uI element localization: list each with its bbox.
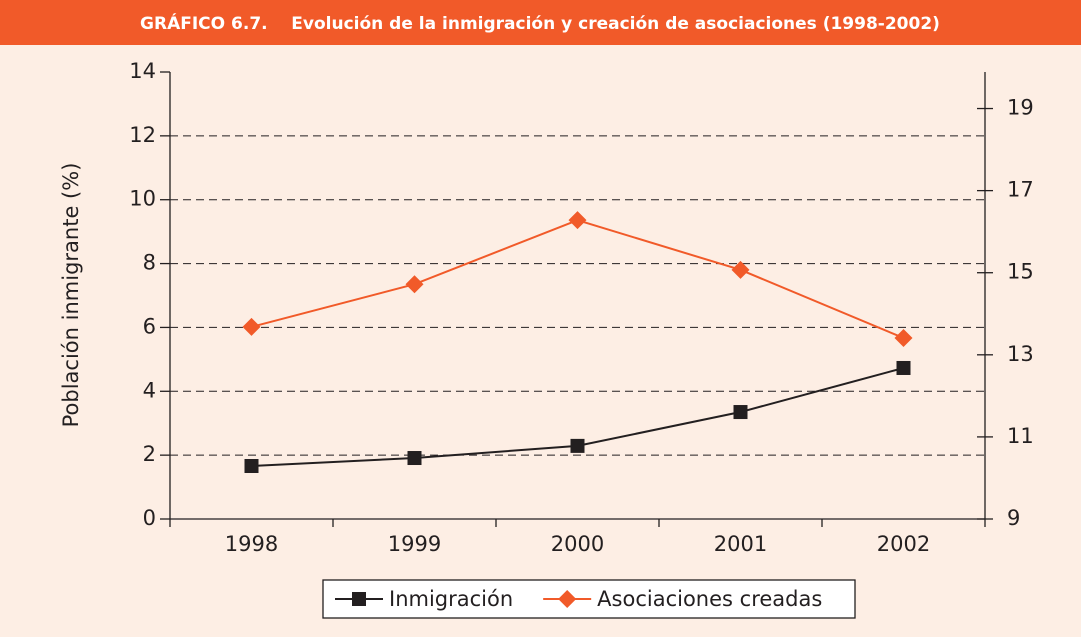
point — [242, 317, 261, 336]
point — [407, 451, 422, 466]
x-tick-label: 2001 — [714, 532, 767, 556]
y-tick-label: 10 — [129, 187, 156, 211]
y-tick-label: 12 — [129, 123, 156, 147]
y2-tick-label: 11 — [1007, 424, 1034, 448]
x-tick-label: 1999 — [388, 532, 441, 556]
point — [894, 328, 913, 347]
point — [568, 211, 587, 230]
y-axis-label: Población inmigrante (%) — [59, 163, 83, 428]
point — [405, 275, 424, 294]
point — [731, 260, 750, 279]
legend-marker — [352, 592, 366, 606]
title-bar — [0, 0, 1081, 45]
point — [244, 458, 259, 473]
y-tick-label: 6 — [143, 314, 156, 338]
y-tick-label: 0 — [143, 506, 156, 530]
y-tick-label: 2 — [143, 442, 156, 466]
y2-tick-label: 13 — [1007, 342, 1034, 366]
y-tick-label: 8 — [143, 251, 156, 275]
point — [896, 360, 911, 375]
x-tick-label: 2000 — [551, 532, 604, 556]
legend-marker — [558, 590, 577, 608]
y2-tick-label: 19 — [1007, 96, 1034, 120]
y2-tick-label: 17 — [1007, 178, 1034, 202]
point — [570, 438, 585, 453]
y2-tick-label: 9 — [1007, 506, 1020, 530]
point — [733, 405, 748, 420]
y-tick-label: 4 — [143, 378, 156, 402]
x-tick-label: 2002 — [877, 532, 930, 556]
legend-label: Asociaciones creadas — [597, 587, 822, 611]
y2-tick-label: 15 — [1007, 260, 1034, 284]
chart-title: GRÁFICO 6.7. Evolución de la inmigración… — [140, 12, 940, 34]
y-tick-label: 14 — [129, 59, 156, 83]
x-tick-label: 1998 — [225, 532, 278, 556]
legend-label: Inmigración — [389, 587, 513, 611]
